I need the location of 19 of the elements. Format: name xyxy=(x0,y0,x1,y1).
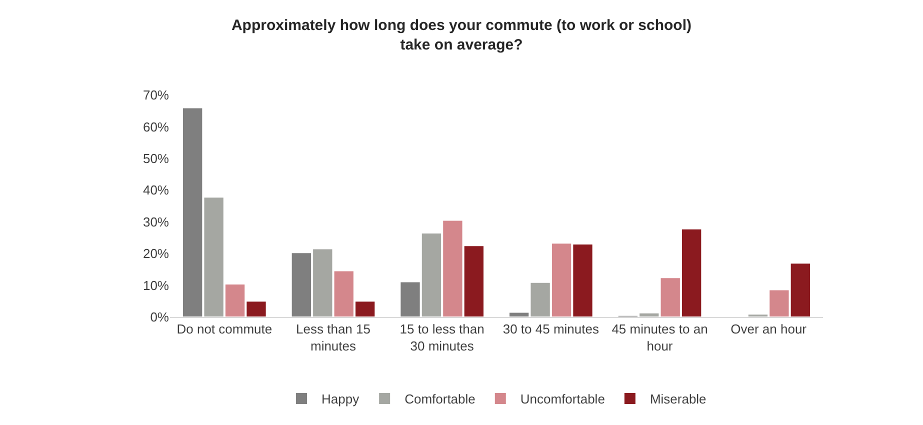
y-tick-label: 70% xyxy=(142,88,170,103)
x-tick-label: Over an hour xyxy=(730,322,808,337)
legend-label: Comfortable xyxy=(404,392,476,407)
x-tick-label: Less than 15 minutes xyxy=(296,322,370,354)
y-tick-label: 0% xyxy=(150,310,170,325)
x-tick-label: 30 to 45 minutes xyxy=(502,322,600,337)
y-tick-label: 50% xyxy=(142,150,170,166)
legend-label: Happy xyxy=(322,392,360,407)
x-tick-label: Do not commute xyxy=(176,322,272,337)
x-tick-label: 45 minutes to an hour xyxy=(612,322,708,354)
legend-label: Miserable xyxy=(650,392,706,407)
chart-title: Approximately how long does your commute (to work or school) take on average? xyxy=(231,16,692,54)
y-tick-label: 40% xyxy=(142,182,170,198)
y-tick-label: 20% xyxy=(142,246,170,262)
legend-label: Uncomfortable xyxy=(520,392,605,407)
y-tick-label: 60% xyxy=(142,119,170,134)
y-tick-label: 30% xyxy=(142,214,170,230)
y-tick-label: 10% xyxy=(142,278,170,293)
x-tick-label: 15 to less than 30 minutes xyxy=(400,322,484,354)
